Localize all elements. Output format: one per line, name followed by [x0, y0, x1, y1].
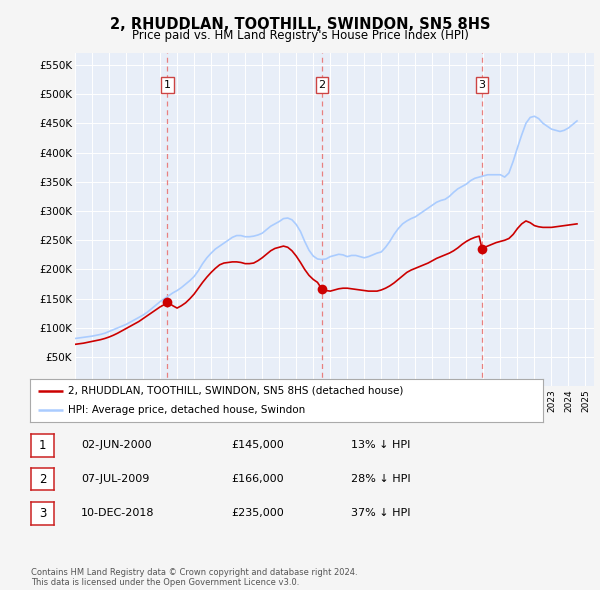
Text: 2: 2 [319, 80, 326, 90]
Text: 13% ↓ HPI: 13% ↓ HPI [351, 441, 410, 450]
Text: 3: 3 [479, 80, 485, 90]
Text: HPI: Average price, detached house, Swindon: HPI: Average price, detached house, Swin… [68, 405, 306, 415]
Text: 2, RHUDDLAN, TOOTHILL, SWINDON, SN5 8HS: 2, RHUDDLAN, TOOTHILL, SWINDON, SN5 8HS [110, 17, 490, 31]
Text: Price paid vs. HM Land Registry's House Price Index (HPI): Price paid vs. HM Land Registry's House … [131, 30, 469, 42]
Text: 2, RHUDDLAN, TOOTHILL, SWINDON, SN5 8HS (detached house): 2, RHUDDLAN, TOOTHILL, SWINDON, SN5 8HS … [68, 386, 404, 396]
Text: 28% ↓ HPI: 28% ↓ HPI [351, 474, 410, 484]
Text: 10-DEC-2018: 10-DEC-2018 [81, 509, 155, 518]
Text: 1: 1 [39, 439, 46, 452]
Text: 02-JUN-2000: 02-JUN-2000 [81, 441, 152, 450]
Text: Contains HM Land Registry data © Crown copyright and database right 2024.
This d: Contains HM Land Registry data © Crown c… [31, 568, 358, 587]
Text: £145,000: £145,000 [231, 441, 284, 450]
Text: 3: 3 [39, 507, 46, 520]
Text: 1: 1 [164, 80, 171, 90]
Text: 07-JUL-2009: 07-JUL-2009 [81, 474, 149, 484]
Text: £166,000: £166,000 [231, 474, 284, 484]
Text: 2: 2 [39, 473, 46, 486]
Text: 37% ↓ HPI: 37% ↓ HPI [351, 509, 410, 518]
Text: £235,000: £235,000 [231, 509, 284, 518]
